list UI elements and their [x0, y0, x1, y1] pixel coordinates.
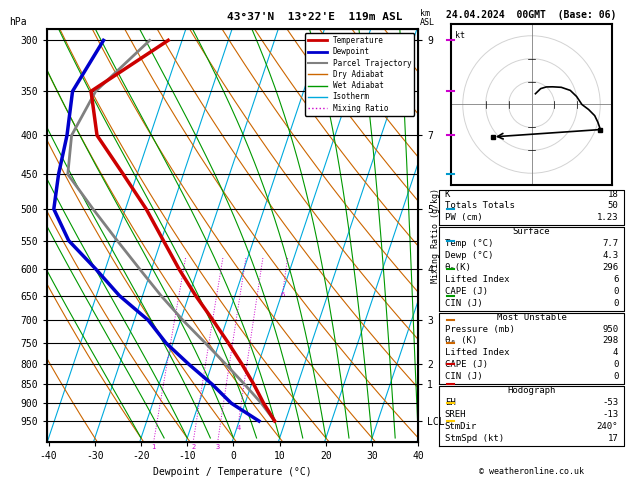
Text: 43°37'N  13°22'E  119m ASL: 43°37'N 13°22'E 119m ASL: [226, 12, 403, 22]
Text: 1.23: 1.23: [597, 213, 618, 223]
Text: 296: 296: [602, 263, 618, 272]
Text: Dewp (°C): Dewp (°C): [445, 251, 493, 260]
Text: 4: 4: [613, 348, 618, 357]
Text: -53: -53: [602, 398, 618, 407]
Text: 50: 50: [608, 202, 618, 210]
Text: K: K: [445, 190, 450, 199]
Text: EH: EH: [445, 398, 455, 407]
Text: StmDir: StmDir: [445, 422, 477, 431]
Text: Pressure (mb): Pressure (mb): [445, 325, 515, 333]
Text: Hodograph: Hodograph: [508, 386, 555, 395]
Text: 1: 1: [152, 444, 156, 451]
Text: SREH: SREH: [445, 410, 466, 419]
Text: Temp (°C): Temp (°C): [445, 239, 493, 248]
Text: 0: 0: [613, 372, 618, 382]
Text: CAPE (J): CAPE (J): [445, 361, 487, 369]
Text: km
ASL: km ASL: [420, 9, 435, 27]
X-axis label: Dewpoint / Temperature (°C): Dewpoint / Temperature (°C): [153, 467, 312, 477]
Text: 0: 0: [613, 287, 618, 296]
Text: kt: kt: [455, 31, 465, 40]
Text: 2: 2: [191, 444, 195, 451]
Text: CIN (J): CIN (J): [445, 372, 482, 382]
Text: PW (cm): PW (cm): [445, 213, 482, 223]
Text: 7.7: 7.7: [602, 239, 618, 248]
Text: 298: 298: [602, 336, 618, 346]
Text: Totals Totals: Totals Totals: [445, 202, 515, 210]
Text: -13: -13: [602, 410, 618, 419]
Text: 24.04.2024  00GMT  (Base: 06): 24.04.2024 00GMT (Base: 06): [447, 10, 616, 20]
Text: Surface: Surface: [513, 227, 550, 236]
Text: θₑ (K): θₑ (K): [445, 336, 477, 346]
Text: Lifted Index: Lifted Index: [445, 275, 509, 284]
Text: © weatheronline.co.uk: © weatheronline.co.uk: [479, 467, 584, 476]
Text: Lifted Index: Lifted Index: [445, 348, 509, 357]
Text: 950: 950: [602, 325, 618, 333]
Text: Most Unstable: Most Unstable: [496, 312, 567, 322]
Text: 4: 4: [237, 425, 240, 432]
Text: θₑ(K): θₑ(K): [445, 263, 472, 272]
Text: 6: 6: [613, 275, 618, 284]
Text: StmSpd (kt): StmSpd (kt): [445, 434, 504, 443]
Text: CIN (J): CIN (J): [445, 299, 482, 308]
Text: 6: 6: [281, 293, 285, 298]
Text: 4.3: 4.3: [602, 251, 618, 260]
Text: 240°: 240°: [597, 422, 618, 431]
Text: CAPE (J): CAPE (J): [445, 287, 487, 296]
Text: hPa: hPa: [9, 17, 27, 27]
Text: 0: 0: [613, 361, 618, 369]
Text: 3: 3: [216, 444, 220, 451]
Text: 0: 0: [613, 299, 618, 308]
Text: 17: 17: [608, 434, 618, 443]
Text: Mixing Ratio (g/kg): Mixing Ratio (g/kg): [431, 188, 440, 283]
Text: 18: 18: [608, 190, 618, 199]
Legend: Temperature, Dewpoint, Parcel Trajectory, Dry Adiabat, Wet Adiabat, Isotherm, Mi: Temperature, Dewpoint, Parcel Trajectory…: [304, 33, 415, 116]
